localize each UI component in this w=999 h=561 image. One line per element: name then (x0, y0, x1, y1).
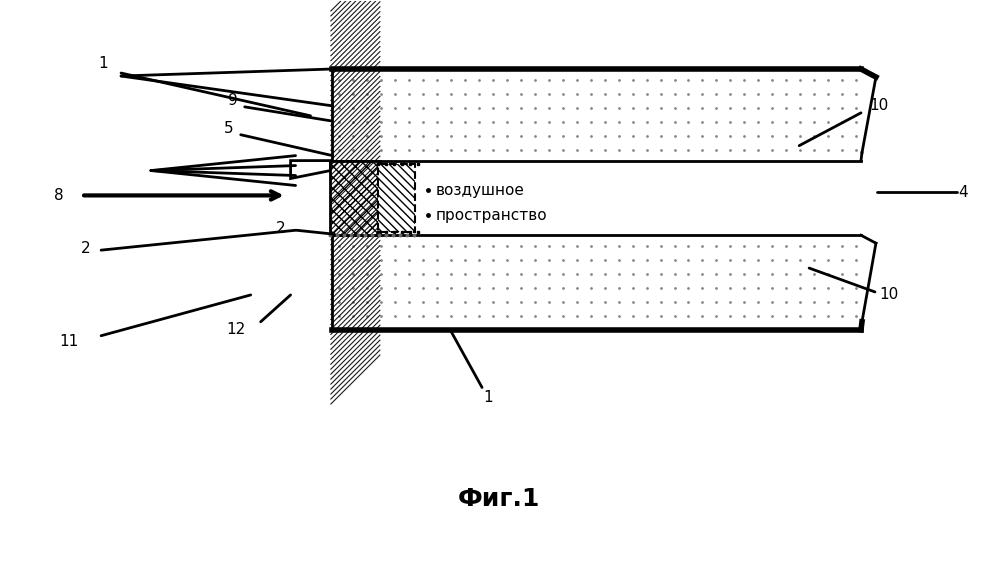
Text: 4: 4 (959, 185, 968, 200)
Text: 12: 12 (226, 322, 246, 337)
Text: 10: 10 (869, 98, 888, 113)
Text: 9: 9 (228, 93, 238, 108)
Text: 8: 8 (54, 188, 64, 203)
Text: пространство: пространство (436, 208, 546, 223)
Text: 2: 2 (81, 241, 91, 256)
Text: 1: 1 (484, 390, 493, 405)
Bar (331, 160, 381, 235)
Text: 2: 2 (276, 221, 286, 236)
Text: 10: 10 (879, 287, 898, 302)
Polygon shape (291, 160, 331, 178)
Text: 1: 1 (98, 56, 108, 71)
Text: 5: 5 (224, 121, 234, 136)
Text: воздушное: воздушное (436, 183, 524, 198)
Text: Фиг.1: Фиг.1 (458, 487, 540, 511)
Bar (379, 164, 416, 232)
Text: 11: 11 (60, 334, 79, 349)
